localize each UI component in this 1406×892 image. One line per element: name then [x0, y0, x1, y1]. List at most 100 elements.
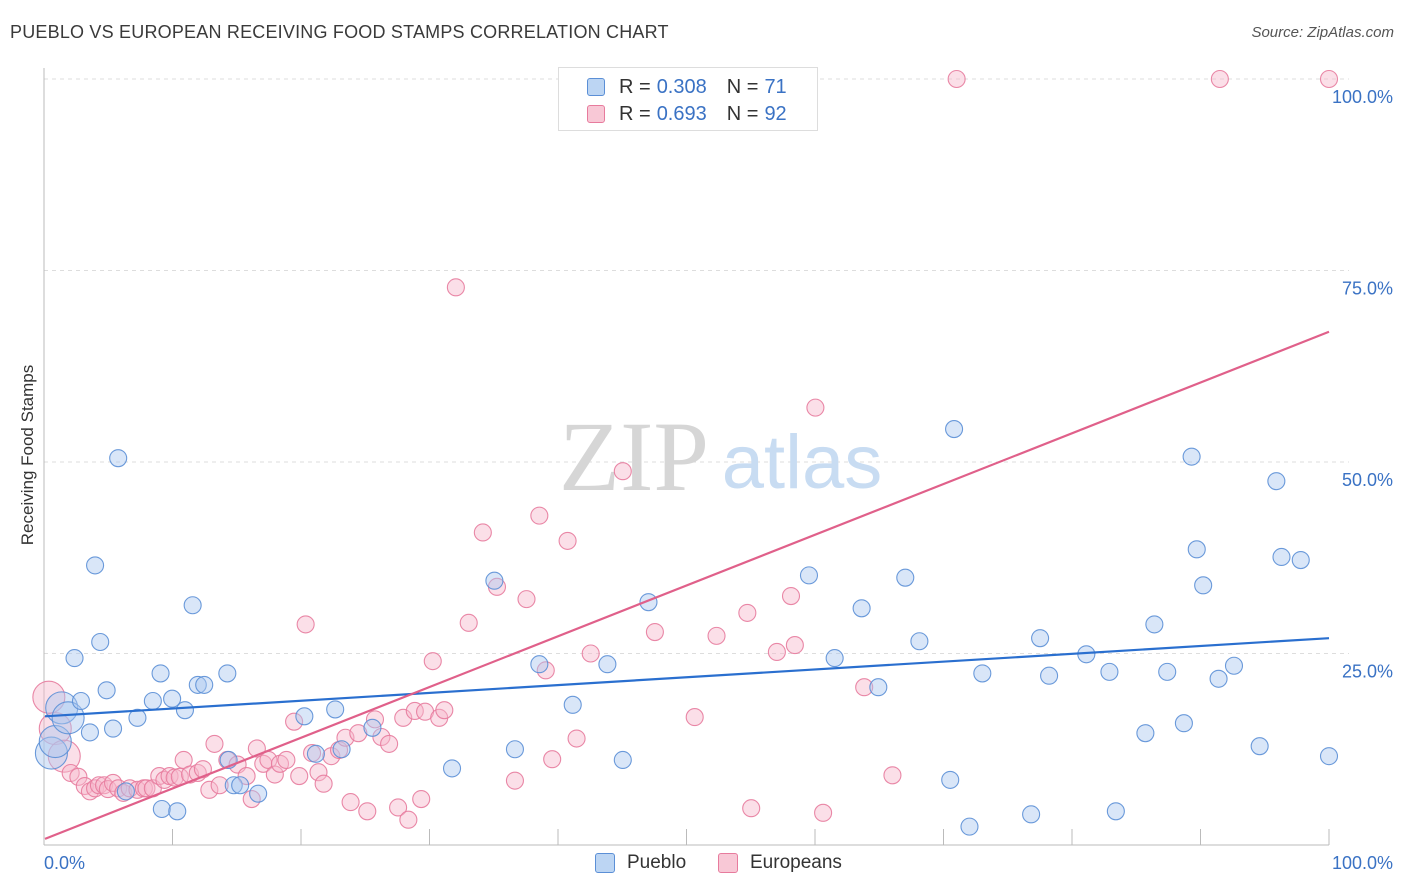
pueblo-point: [1158, 662, 1177, 681]
europeans-point: [435, 701, 454, 720]
pueblo-point: [1106, 802, 1125, 821]
y-tick-label: 50.0%: [1342, 470, 1393, 490]
y-tick-label: 25.0%: [1342, 662, 1393, 682]
europeans-n-label: N =: [726, 102, 759, 125]
europeans-point: [883, 766, 902, 785]
europeans-point: [423, 652, 442, 671]
pueblo-point: [168, 802, 187, 821]
europeans-point: [645, 623, 664, 642]
pueblo-point: [109, 449, 128, 468]
trendlines: [44, 330, 1330, 840]
europeans-point: [277, 750, 296, 770]
europeans-point: [296, 615, 315, 634]
europeans-point: [412, 789, 431, 809]
europeans-point: [1210, 69, 1229, 89]
pueblo-point: [34, 736, 68, 770]
europeans-swatch: [587, 105, 605, 123]
pueblo-point: [1040, 666, 1059, 685]
watermark: ZIP atlas: [559, 401, 882, 512]
europeans-point: [785, 636, 804, 655]
europeans-point: [69, 767, 88, 786]
europeans-point: [613, 462, 632, 481]
europeans-point: [290, 767, 309, 786]
correlation-legend: R = 0.308 N = 71 R = 0.693 N = 92: [558, 67, 818, 131]
pueblo-points: [34, 420, 1339, 836]
europeans-point: [380, 734, 399, 753]
europeans-point: [446, 278, 465, 297]
pueblo-point: [1250, 737, 1269, 756]
pueblo-point: [1291, 550, 1310, 570]
europeans-point: [505, 771, 524, 790]
pueblo-r-value: 0.308: [656, 75, 707, 98]
pueblo-point: [1145, 615, 1164, 634]
pueblo-point: [1174, 714, 1193, 733]
pueblo-point: [152, 799, 171, 819]
pueblo-trendline: [44, 637, 1330, 718]
pueblo-point: [326, 700, 345, 719]
x-tick-label-min: 0.0%: [44, 853, 85, 873]
europeans-point: [738, 603, 757, 622]
pueblo-point: [960, 817, 979, 836]
europeans-point: [341, 793, 360, 812]
europeans-point: [814, 803, 833, 822]
pueblo-point: [97, 681, 116, 700]
europeans-point: [165, 768, 184, 787]
pueblo-point: [505, 740, 524, 759]
pueblo-point: [1272, 547, 1291, 567]
pueblo-n-label: N =: [726, 75, 759, 98]
europeans-point: [38, 712, 72, 746]
watermark-zip: ZIP: [559, 401, 709, 512]
europeans-point: [200, 780, 219, 799]
europeans-point: [137, 779, 156, 798]
europeans-point: [405, 701, 424, 721]
pueblo-point: [1100, 662, 1119, 681]
pueblo-point: [224, 776, 243, 795]
pueblo-point: [613, 750, 632, 770]
pueblo-point: [869, 678, 888, 697]
europeans-point: [855, 678, 874, 697]
europeans-point: [205, 734, 224, 753]
pueblo-point: [1224, 656, 1244, 675]
pueblo-point: [910, 632, 929, 651]
pueblo-point: [71, 691, 91, 711]
europeans-point: [707, 626, 726, 645]
pueblo-point: [295, 707, 314, 726]
pueblo-point: [1031, 629, 1050, 648]
pueblo-n-value: 71: [764, 75, 787, 98]
pueblo-swatch: [587, 78, 605, 96]
pueblo-point: [51, 701, 85, 735]
pueblo-point: [363, 718, 382, 737]
europeans-point: [265, 765, 284, 784]
europeans-point: [1319, 69, 1339, 89]
europeans-point: [389, 798, 408, 817]
europeans-point: [285, 712, 304, 731]
pueblo-point: [332, 740, 351, 759]
europeans-legend-label: Europeans: [750, 852, 842, 873]
europeans-point: [781, 586, 801, 606]
y-tick-label: 75.0%: [1342, 279, 1393, 299]
pueblo-point: [945, 420, 964, 439]
pueblo-point: [1209, 669, 1228, 688]
legend-item-europeans[interactable]: Europeans: [718, 852, 842, 874]
europeans-point: [89, 776, 108, 795]
pueblo-point: [175, 701, 195, 720]
europeans-r-label: R =: [619, 102, 651, 125]
pueblo-point: [195, 675, 214, 694]
europeans-point: [473, 523, 492, 542]
europeans-trendline: [44, 330, 1330, 840]
europeans-point: [581, 644, 600, 663]
pueblo-point: [825, 649, 844, 668]
europeans-point: [517, 590, 536, 609]
pueblo-point: [143, 691, 162, 711]
series-legend: Pueblo Europeans: [0, 852, 1406, 878]
legend-item-pueblo[interactable]: Pueblo: [595, 852, 686, 874]
europeans-legend-swatch: [718, 853, 738, 873]
watermark-atlas: atlas: [722, 420, 883, 505]
x-tick-label-max: 100.0%: [1332, 853, 1393, 873]
europeans-point: [32, 680, 66, 714]
pueblo-point: [598, 655, 617, 674]
europeans-point: [358, 802, 377, 821]
pueblo-legend-swatch: [595, 853, 615, 873]
europeans-point: [558, 531, 577, 550]
pueblo-point: [151, 664, 170, 683]
